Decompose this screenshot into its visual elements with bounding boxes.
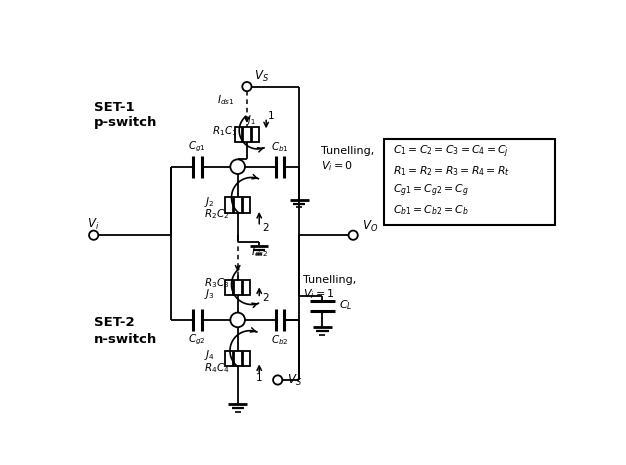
Text: 1: 1 (268, 111, 275, 121)
Text: 1: 1 (256, 373, 262, 384)
Text: $V_i = 1$: $V_i = 1$ (303, 287, 335, 301)
Text: $I_{ds2}$: $I_{ds2}$ (251, 245, 268, 259)
Bar (225, 280, 250, 295)
Text: 2: 2 (262, 293, 269, 303)
Circle shape (230, 159, 245, 174)
Text: $V_i = 0$: $V_i = 0$ (321, 159, 353, 173)
Text: $C_L$: $C_L$ (339, 299, 353, 312)
Text: $C_{b1} = C_{b2} = C_b$: $C_{b1} = C_{b2} = C_b$ (393, 203, 469, 217)
Text: $n_2$: $n_2$ (232, 315, 244, 325)
Bar (225, 198, 250, 213)
Text: 2: 2 (262, 223, 269, 233)
Text: $R_2C_2$: $R_2C_2$ (204, 207, 229, 221)
Text: $C_{b1}$: $C_{b1}$ (271, 140, 289, 153)
Text: $V_S$: $V_S$ (254, 69, 269, 84)
Text: $I_{ds1}$: $I_{ds1}$ (217, 93, 235, 107)
Text: n-switch: n-switch (94, 332, 157, 345)
Text: p-switch: p-switch (94, 116, 157, 129)
Text: $J_2$: $J_2$ (204, 195, 214, 209)
Bar (225, 351, 250, 366)
Text: SET-1: SET-1 (94, 101, 135, 114)
Text: $J_3$: $J_3$ (204, 287, 215, 301)
Text: $C_{g1} = C_{g2} = C_g$: $C_{g1} = C_{g2} = C_g$ (393, 182, 469, 199)
Text: SET-2: SET-2 (94, 317, 135, 330)
Circle shape (349, 231, 358, 240)
Text: $C_{b2}$: $C_{b2}$ (271, 333, 289, 347)
Text: $J_4$: $J_4$ (204, 348, 215, 362)
Text: Tunelling,: Tunelling, (321, 146, 374, 156)
Text: $V_S$: $V_S$ (287, 372, 302, 387)
Text: $J_1$: $J_1$ (246, 113, 256, 127)
Text: $R_4C_4$: $R_4C_4$ (204, 361, 229, 374)
Text: $R_1C_1$: $R_1C_1$ (212, 124, 238, 138)
Text: $C_{g1}$: $C_{g1}$ (188, 140, 206, 154)
Text: $V_O$: $V_O$ (362, 219, 379, 233)
Text: $n_1$: $n_1$ (232, 161, 244, 172)
Text: $R_3C_3$: $R_3C_3$ (204, 276, 229, 290)
Circle shape (242, 82, 252, 91)
Text: $C_1 = C_2 = C_3 = C_4 = C_j$: $C_1 = C_2 = C_3 = C_4 = C_j$ (393, 144, 510, 160)
Text: $C_{g2}$: $C_{g2}$ (188, 333, 206, 347)
Text: Tunelling,: Tunelling, (303, 275, 356, 285)
Bar (235, 126, 259, 142)
Circle shape (273, 375, 282, 385)
Circle shape (230, 312, 245, 327)
Text: $V_i$: $V_i$ (87, 217, 99, 232)
Circle shape (89, 231, 98, 240)
Text: $R_1 = R_2 = R_3 = R_4 = R_t$: $R_1 = R_2 = R_3 = R_4 = R_t$ (393, 165, 510, 178)
Bar (384, 139, 555, 225)
